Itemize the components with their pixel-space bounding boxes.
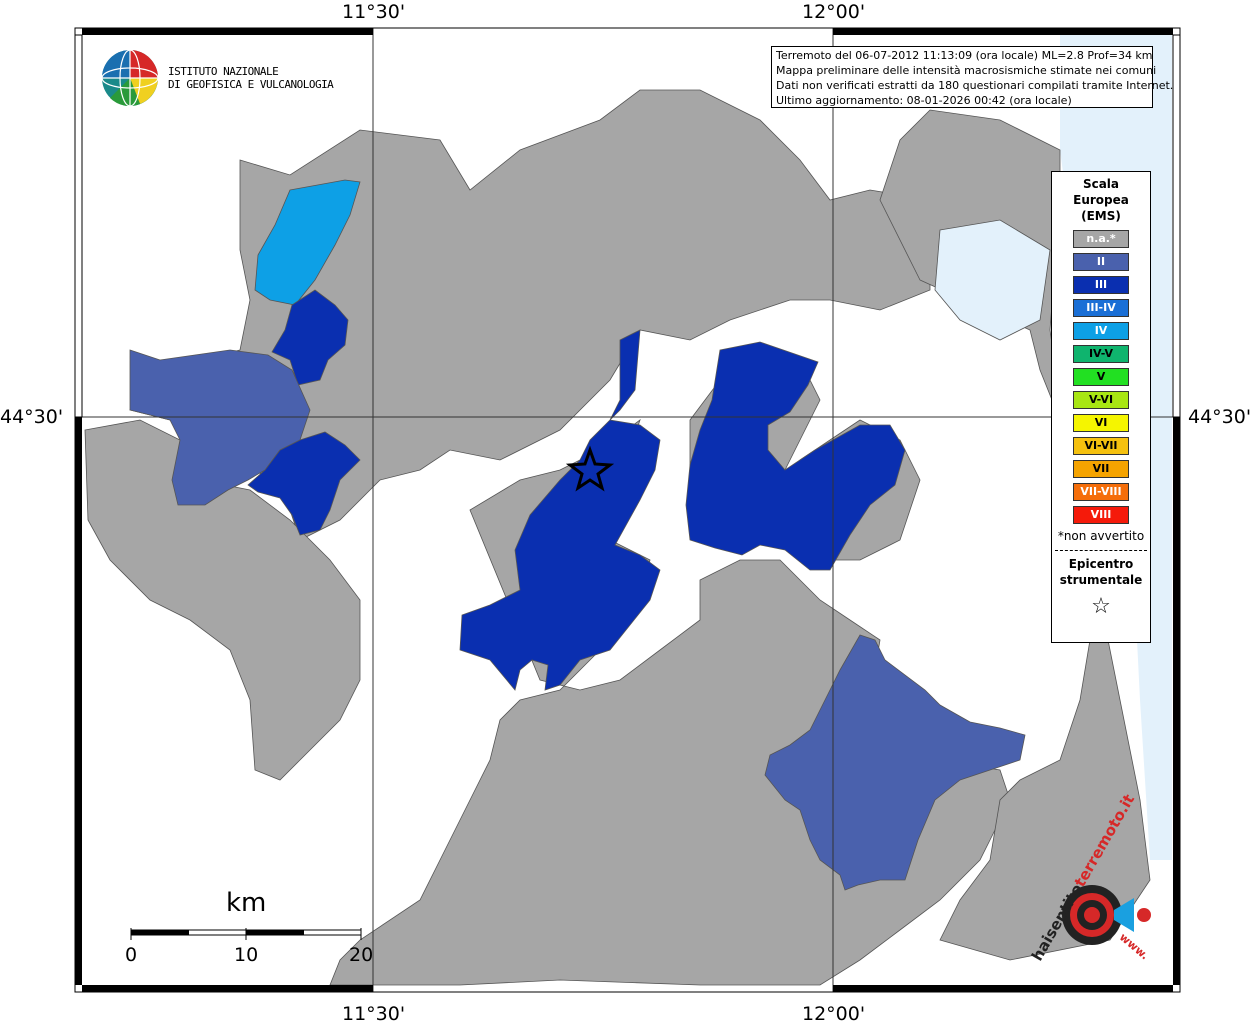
scale-label-0: 0 — [125, 944, 138, 966]
legend-item-v-vi: V-VI — [1073, 391, 1129, 409]
info-line3: Dati non verificati estratti da 180 ques… — [776, 79, 1174, 92]
legend-item-iv: IV — [1073, 322, 1129, 340]
legend-item-iv-v: IV-V — [1073, 345, 1129, 363]
info-line2: Mappa preliminare delle intensità macros… — [776, 64, 1157, 77]
lagoon — [934, 219, 1051, 341]
legend-item-iii-iv: III-IV — [1073, 299, 1129, 317]
legend-item-vi: VI — [1073, 414, 1129, 432]
legend-star-icon: ☆ — [1091, 594, 1111, 619]
legend-item-iii: III — [1073, 276, 1129, 294]
legend-title: Scala Europea (EMS) — [1073, 177, 1129, 223]
info-line4: Ultimo aggiornamento: 08-01-2026 00:42 (… — [776, 94, 1072, 107]
scale-label-10: 10 — [234, 944, 259, 966]
legend-item-n-a-: n.a.* — [1073, 230, 1129, 248]
region-intensity-iv — [254, 179, 361, 306]
ingv-logo: ISTITUTO NAZIONALE DI GEOFISICA E VULCAN… — [100, 48, 334, 108]
legend-separator — [1055, 550, 1147, 551]
logo-line2: DI GEOFISICA E VULCANOLOGIA — [168, 78, 334, 91]
target-icon — [1062, 885, 1151, 945]
legend-items: n.a.* II III III-IV IV IV-V V V-VI VI VI-VII VII VI… — [1052, 230, 1150, 524]
legend-item-vii: VII — [1073, 460, 1129, 478]
lon-label-bottom-left: 11°30' — [342, 1003, 406, 1025]
lat-label-right: 44°30' — [1188, 406, 1252, 428]
scale-bar — [130, 928, 362, 940]
logo-line1: ISTITUTO NAZIONALE — [168, 65, 279, 78]
coordinate-grid — [75, 28, 1180, 992]
haisentito-logo: haisentitoterremoto.it www. — [1022, 791, 1172, 970]
legend-note: *non avvertito — [1057, 529, 1145, 543]
scale-label-20: 20 — [349, 944, 374, 966]
region-intensity-ii — [129, 349, 1026, 891]
legend-item-vii-viii: VII-VIII — [1073, 483, 1129, 501]
globe-icon — [101, 49, 159, 107]
lon-label-top-left: 11°30' — [342, 1, 406, 23]
legend-item-v: V — [1073, 368, 1129, 386]
lat-label-left: 44°30' — [0, 406, 64, 428]
event-info-box: Terremoto del 06-07-2012 11:13:09 (ora l… — [771, 46, 1174, 108]
scale-unit: km — [226, 888, 267, 918]
legend-item-ii: II — [1073, 253, 1129, 271]
region-intensity-iii — [247, 289, 906, 691]
legend: Scala Europea (EMS) n.a.* II III III-IV IV IV… — [1051, 171, 1151, 643]
map-frame — [74, 27, 1181, 993]
legend-epicenter-label: Epicentro strumentale — [1059, 557, 1143, 587]
lon-label-top-right: 12°00' — [802, 1, 866, 23]
lon-label-bottom-right: 12°00' — [802, 1003, 866, 1025]
epicenter-star-icon — [565, 445, 615, 492]
info-line1: Terremoto del 06-07-2012 11:13:09 (ora l… — [776, 49, 1153, 62]
legend-item-viii: VIII — [1073, 506, 1129, 524]
legend-item-vi-vii: VI-VII — [1073, 437, 1129, 455]
